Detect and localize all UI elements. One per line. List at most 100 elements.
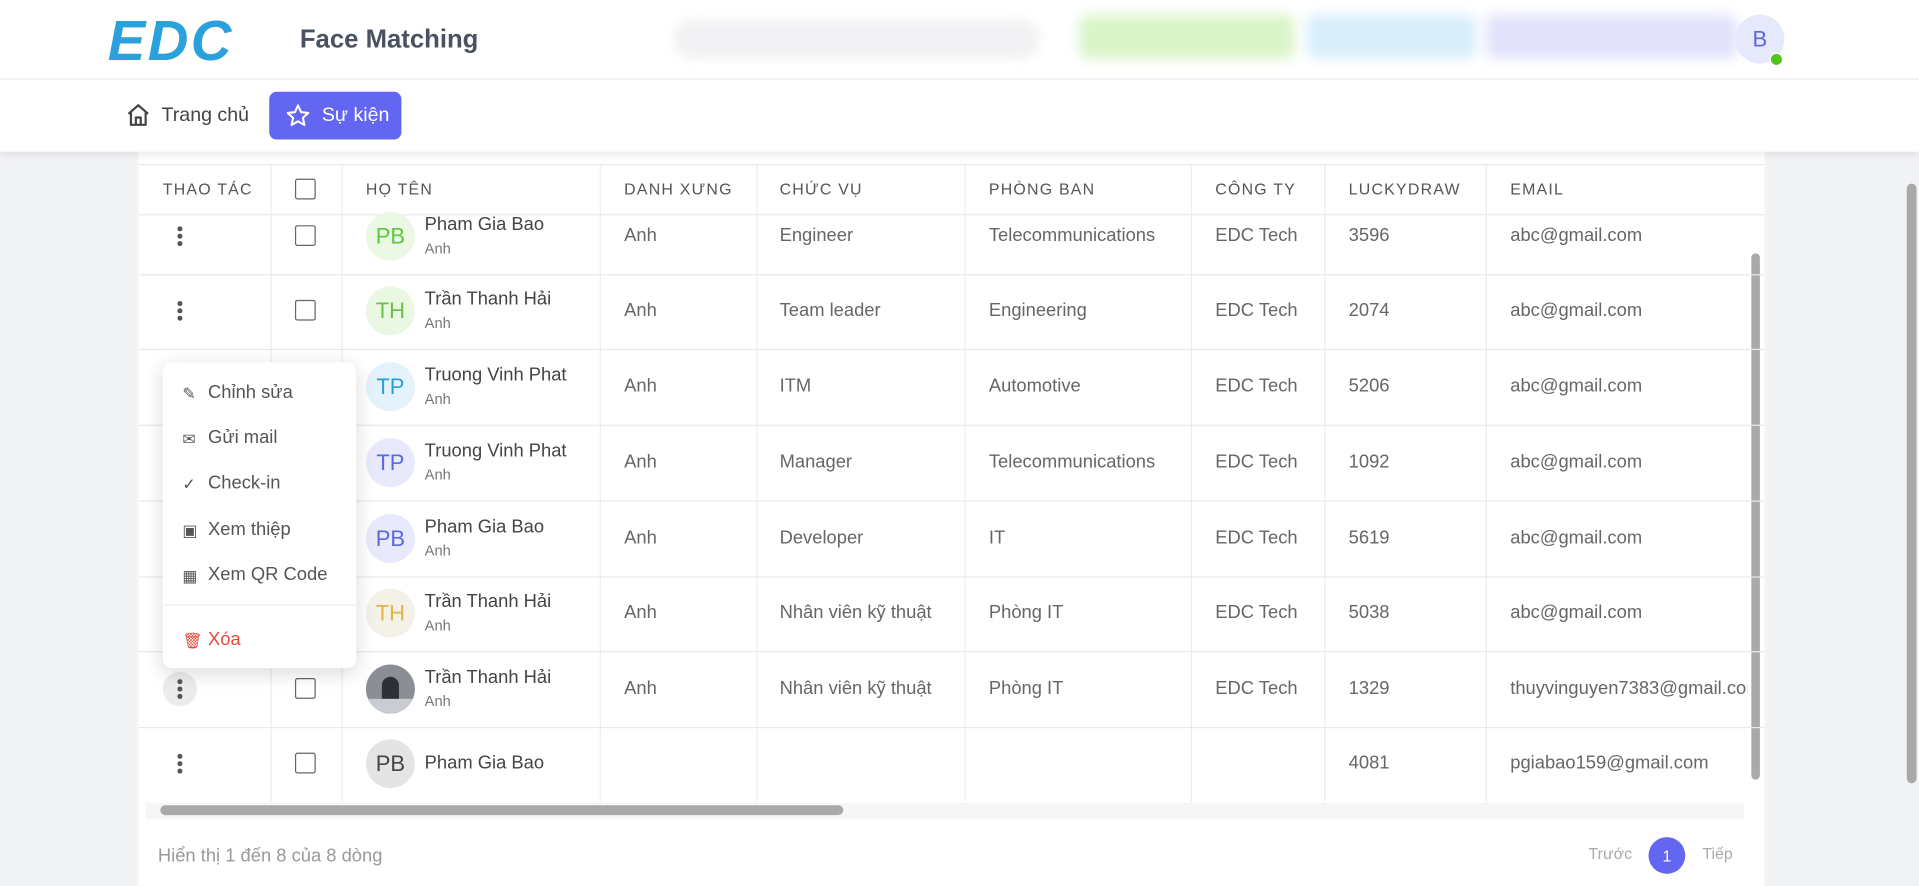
cell-luckydraw: 1092 bbox=[1348, 451, 1390, 473]
row-actions[interactable] bbox=[177, 679, 182, 699]
page-scroll-thumb[interactable] bbox=[1906, 183, 1917, 784]
next-page[interactable]: Tiếp bbox=[1702, 844, 1733, 863]
dot bbox=[177, 679, 182, 684]
row-line bbox=[138, 576, 1765, 578]
header-line bbox=[138, 214, 1765, 216]
page-button[interactable]: 1 bbox=[1648, 837, 1686, 874]
row-actions[interactable] bbox=[177, 753, 182, 774]
person-name: Truong Vinh Phat bbox=[424, 440, 567, 462]
column-divider bbox=[756, 165, 758, 802]
select-all-checkbox[interactable] bbox=[294, 178, 316, 200]
cell-email: thuyvinguyen7383@gmail.com bbox=[1510, 678, 1748, 699]
nav-item: Sự kiện bbox=[321, 105, 390, 127]
cell-company: EDC Tech bbox=[1215, 299, 1298, 321]
person-subtitle: Anh bbox=[424, 542, 451, 560]
cell-title: Anh bbox=[624, 225, 657, 246]
person-subtitle: Anh bbox=[424, 314, 451, 332]
dot bbox=[177, 693, 182, 699]
dot bbox=[177, 241, 182, 246]
cell-title: Anh bbox=[624, 602, 657, 623]
nav-bar: Trang chủ Sự kiện bbox=[0, 79, 1919, 152]
cell-company: EDC Tech bbox=[1215, 678, 1298, 699]
cell-position: Team leader bbox=[779, 299, 881, 321]
cell-position: Nhân viên kỹ thuật bbox=[779, 678, 932, 699]
person-name: Trần Thanh Hải bbox=[424, 666, 552, 688]
cell-company: EDC Tech bbox=[1215, 527, 1298, 549]
person-subtitle: Anh bbox=[424, 692, 451, 710]
dot bbox=[177, 753, 182, 759]
star-icon bbox=[286, 104, 310, 127]
avatar: TH bbox=[365, 588, 415, 638]
person-subtitle: Anh bbox=[424, 616, 451, 634]
row-checkbox[interactable] bbox=[294, 752, 316, 774]
prev-page[interactable]: Trước bbox=[1588, 844, 1633, 863]
column-header: DANH XƯNG bbox=[624, 179, 733, 199]
cell-title: Anh bbox=[624, 375, 657, 397]
menu-item[interactable]: Check-in bbox=[208, 472, 281, 494]
menu-item[interactable]: Xem QR Code bbox=[208, 564, 328, 586]
menu-icon: 🗑 bbox=[182, 631, 203, 650]
cell-luckydraw: 1329 bbox=[1348, 678, 1390, 699]
home-icon bbox=[127, 104, 149, 126]
row-line bbox=[138, 348, 1765, 351]
menu-item[interactable]: Chỉnh sửa bbox=[208, 381, 293, 403]
cell-luckydraw: 3596 bbox=[1348, 225, 1390, 246]
menu-icon: ▣ bbox=[182, 521, 198, 540]
photo-ground bbox=[365, 698, 415, 714]
column-header: HỌ TÊN bbox=[365, 179, 434, 199]
dot bbox=[177, 301, 182, 306]
cell-email: abc@gmail.com bbox=[1510, 602, 1643, 623]
menu-icon: ✉ bbox=[182, 429, 196, 448]
avatar bbox=[365, 664, 415, 714]
row-line bbox=[138, 274, 1765, 276]
dot bbox=[177, 761, 182, 766]
cell-position: Developer bbox=[779, 527, 864, 549]
cell-company: EDC Tech bbox=[1215, 225, 1298, 246]
menu-item[interactable]: Xem thiệp bbox=[208, 518, 291, 540]
column-header: CHỨC VỤ bbox=[779, 179, 863, 199]
blurred-button bbox=[1307, 14, 1476, 59]
cell-company: EDC Tech bbox=[1215, 375, 1298, 397]
cell-department: IT bbox=[988, 527, 1006, 549]
cell-department: Engineering bbox=[988, 299, 1087, 321]
dot bbox=[177, 315, 182, 321]
footer-summary: Hiển thị 1 đến 8 của 8 dòng bbox=[157, 845, 383, 867]
row-checkbox[interactable] bbox=[294, 225, 316, 246]
row-checkbox[interactable] bbox=[294, 299, 316, 321]
h-scroll-thumb[interactable] bbox=[160, 805, 844, 816]
column-divider bbox=[599, 165, 601, 802]
row-actions[interactable] bbox=[177, 301, 182, 321]
cell-email: pgiabao159@gmail.com bbox=[1510, 752, 1709, 774]
dot bbox=[177, 226, 182, 231]
cell-title: Anh bbox=[624, 527, 657, 549]
column-header: LUCKYDRAW bbox=[1348, 179, 1461, 199]
cell-department: Telecommunications bbox=[988, 451, 1156, 473]
cell-title: Anh bbox=[624, 678, 657, 699]
menu-item[interactable]: Gửi mail bbox=[208, 427, 278, 448]
cell-company: EDC Tech bbox=[1215, 602, 1298, 623]
row-checkbox[interactable] bbox=[294, 678, 316, 699]
user-avatar[interactable]: B bbox=[1735, 14, 1785, 64]
v-scroll-thumb[interactable] bbox=[1751, 253, 1760, 780]
column-header: THAO TÁC bbox=[162, 179, 253, 199]
menu-item-delete[interactable]: Xóa bbox=[208, 629, 241, 650]
avatar: PB bbox=[365, 739, 415, 789]
nav-item[interactable]: Trang chủ bbox=[161, 105, 249, 127]
cell-email: abc@gmail.com bbox=[1510, 451, 1643, 473]
top-header: EDC Face Matching B bbox=[0, 0, 1919, 80]
cell-luckydraw: 5038 bbox=[1348, 602, 1390, 623]
cell-company: EDC Tech bbox=[1215, 451, 1298, 473]
logo[interactable]: EDC bbox=[107, 8, 234, 73]
cell-department: Phòng IT bbox=[988, 678, 1064, 699]
context-menu: ✎ Chỉnh sửa ✉ Gửi mail ✓ Check-in ▣ Xem thiệp ▦ X… bbox=[162, 362, 357, 669]
nav-active[interactable]: Sự kiện bbox=[269, 91, 402, 140]
row-actions[interactable] bbox=[177, 226, 182, 246]
row-line bbox=[138, 500, 1765, 502]
dot bbox=[177, 233, 182, 239]
row-line bbox=[138, 424, 1765, 426]
avatar: PB bbox=[365, 514, 415, 563]
column-header: EMAIL bbox=[1510, 179, 1565, 199]
cell-email: abc@gmail.com bbox=[1510, 375, 1643, 397]
